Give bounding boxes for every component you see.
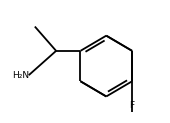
Text: H₂N: H₂N (12, 71, 29, 80)
Text: F: F (130, 101, 135, 110)
